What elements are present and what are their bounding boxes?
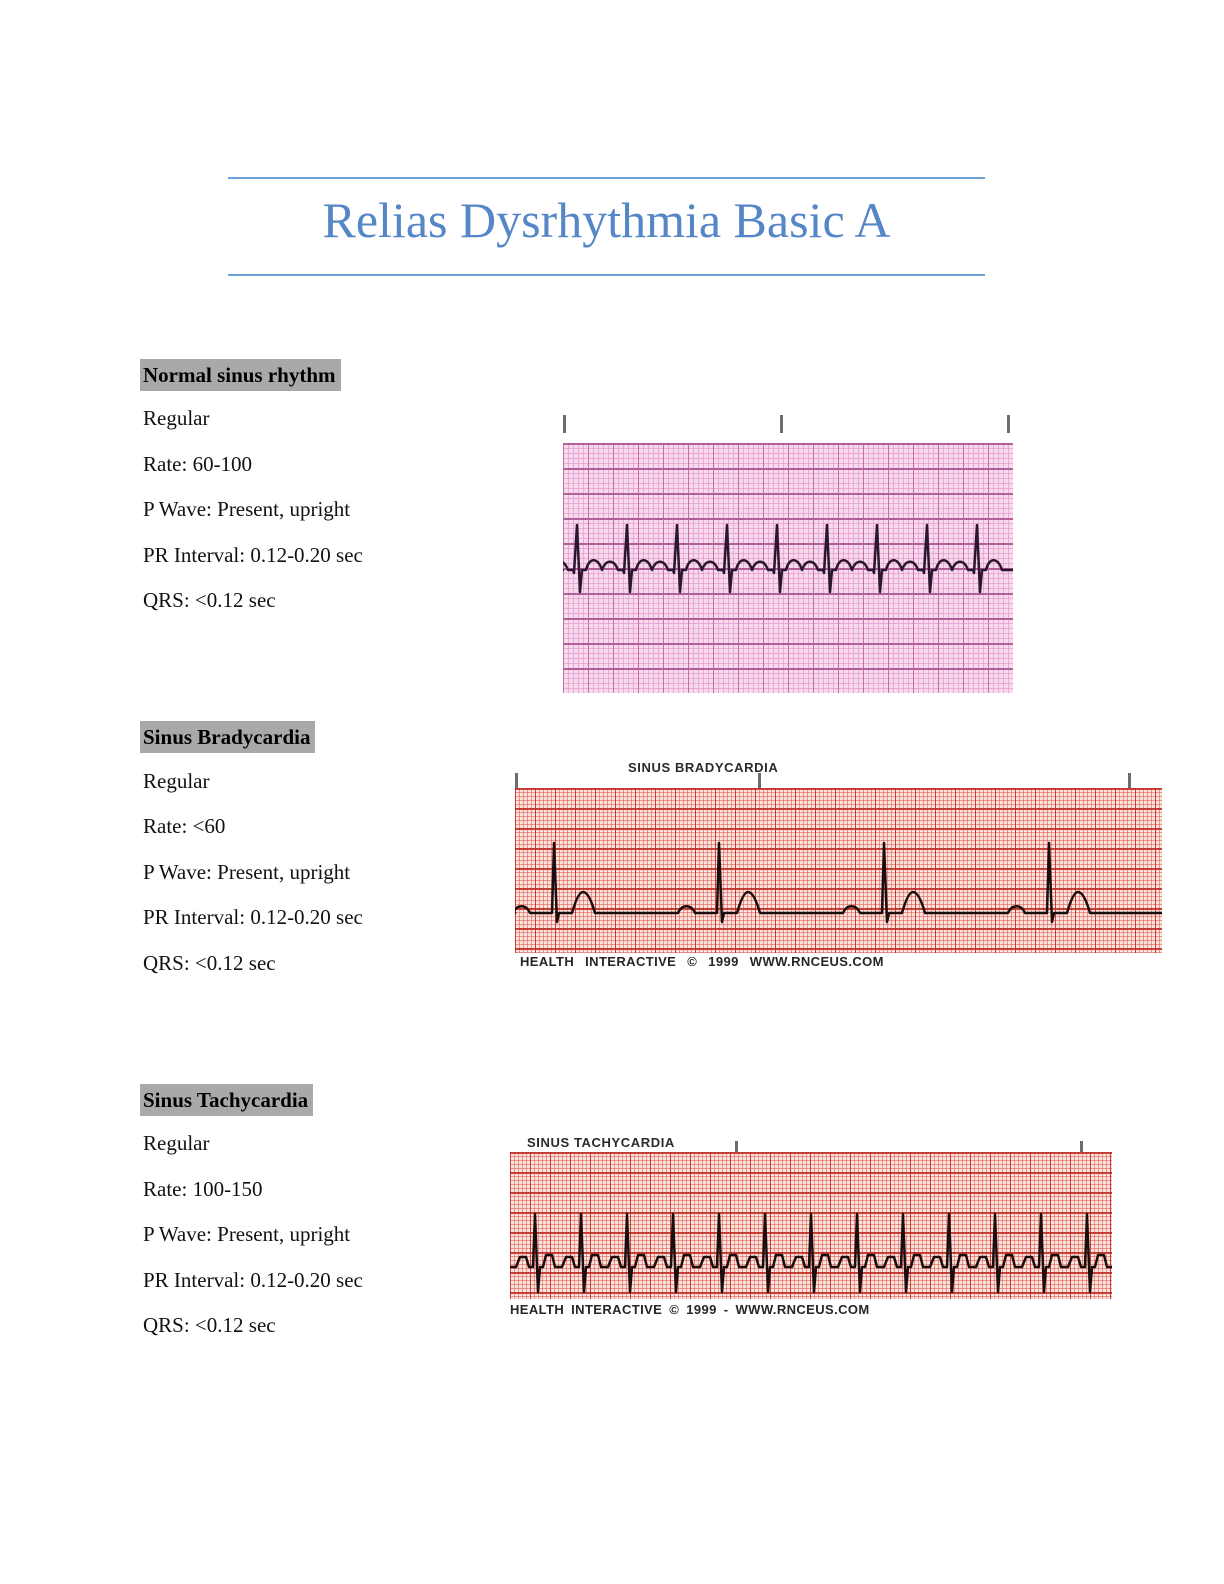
detail-line: PR Interval: 0.12-0.20 sec [143, 1268, 363, 1292]
section-heading-tachycardia: Sinus Tachycardia [140, 1084, 314, 1116]
title-rule-bottom [228, 274, 985, 276]
calibration-tick [1128, 773, 1131, 788]
detail-line: P Wave: Present, upright [143, 497, 351, 521]
ecg-grid-paper [563, 443, 1013, 693]
ecg-trace [563, 523, 1013, 594]
document-title: Relias Dysrhythmia Basic A [322, 192, 891, 248]
calibration-tick [563, 415, 566, 433]
ecg-title-label: SINUS BRADYCARDIA [628, 760, 779, 775]
ecg-strip-normal-sinus [563, 415, 1013, 693]
ecg-attribution: HEALTH INTERACTIVE © 1999 WWW.RNCEUS.COM [520, 954, 884, 969]
detail-line: P Wave: Present, upright [143, 860, 351, 884]
detail-line: P Wave: Present, upright [143, 1222, 351, 1246]
detail-line: PR Interval: 0.12-0.20 sec [143, 905, 363, 929]
detail-line: QRS: <0.12 sec [143, 951, 276, 975]
section-heading-bradycardia: Sinus Bradycardia [140, 721, 316, 753]
detail-line: PR Interval: 0.12-0.20 sec [143, 543, 363, 567]
detail-line: Regular [143, 406, 210, 430]
section-heading-normal-sinus: Normal sinus rhythm [140, 359, 341, 391]
calibration-tick [1007, 415, 1010, 433]
calibration-tick [515, 773, 518, 788]
ecg-grid-paper [515, 788, 1162, 953]
ecg-trace [510, 1212, 1112, 1294]
detail-line: QRS: <0.12 sec [143, 1313, 276, 1337]
detail-line: Regular [143, 769, 210, 793]
ecg-grid-paper [510, 1152, 1112, 1299]
calibration-tick [735, 1141, 738, 1152]
ecg-attribution: HEALTH INTERACTIVE © 1999 - WWW.RNCEUS.C… [510, 1302, 870, 1317]
calibration-tick [1080, 1141, 1083, 1152]
title-rule-top [228, 177, 985, 179]
ecg-strip-tachycardia: SINUS TACHYCARDIA HEALTH INTERACTIVE © 1… [510, 1135, 1112, 1320]
calibration-tick [758, 773, 761, 788]
ecg-title-label: SINUS TACHYCARDIA [527, 1135, 675, 1150]
calibration-tick [780, 415, 783, 433]
detail-line: Rate: 100-150 [143, 1177, 263, 1201]
ecg-strip-bradycardia: SINUS BRADYCARDIA HEALTH INTERACTIVE © 1… [515, 757, 1162, 972]
ecg-trace [515, 841, 1162, 924]
detail-line: Rate: <60 [143, 814, 226, 838]
detail-line: QRS: <0.12 sec [143, 588, 276, 612]
detail-line: Regular [143, 1131, 210, 1155]
detail-line: Rate: 60-100 [143, 452, 253, 476]
